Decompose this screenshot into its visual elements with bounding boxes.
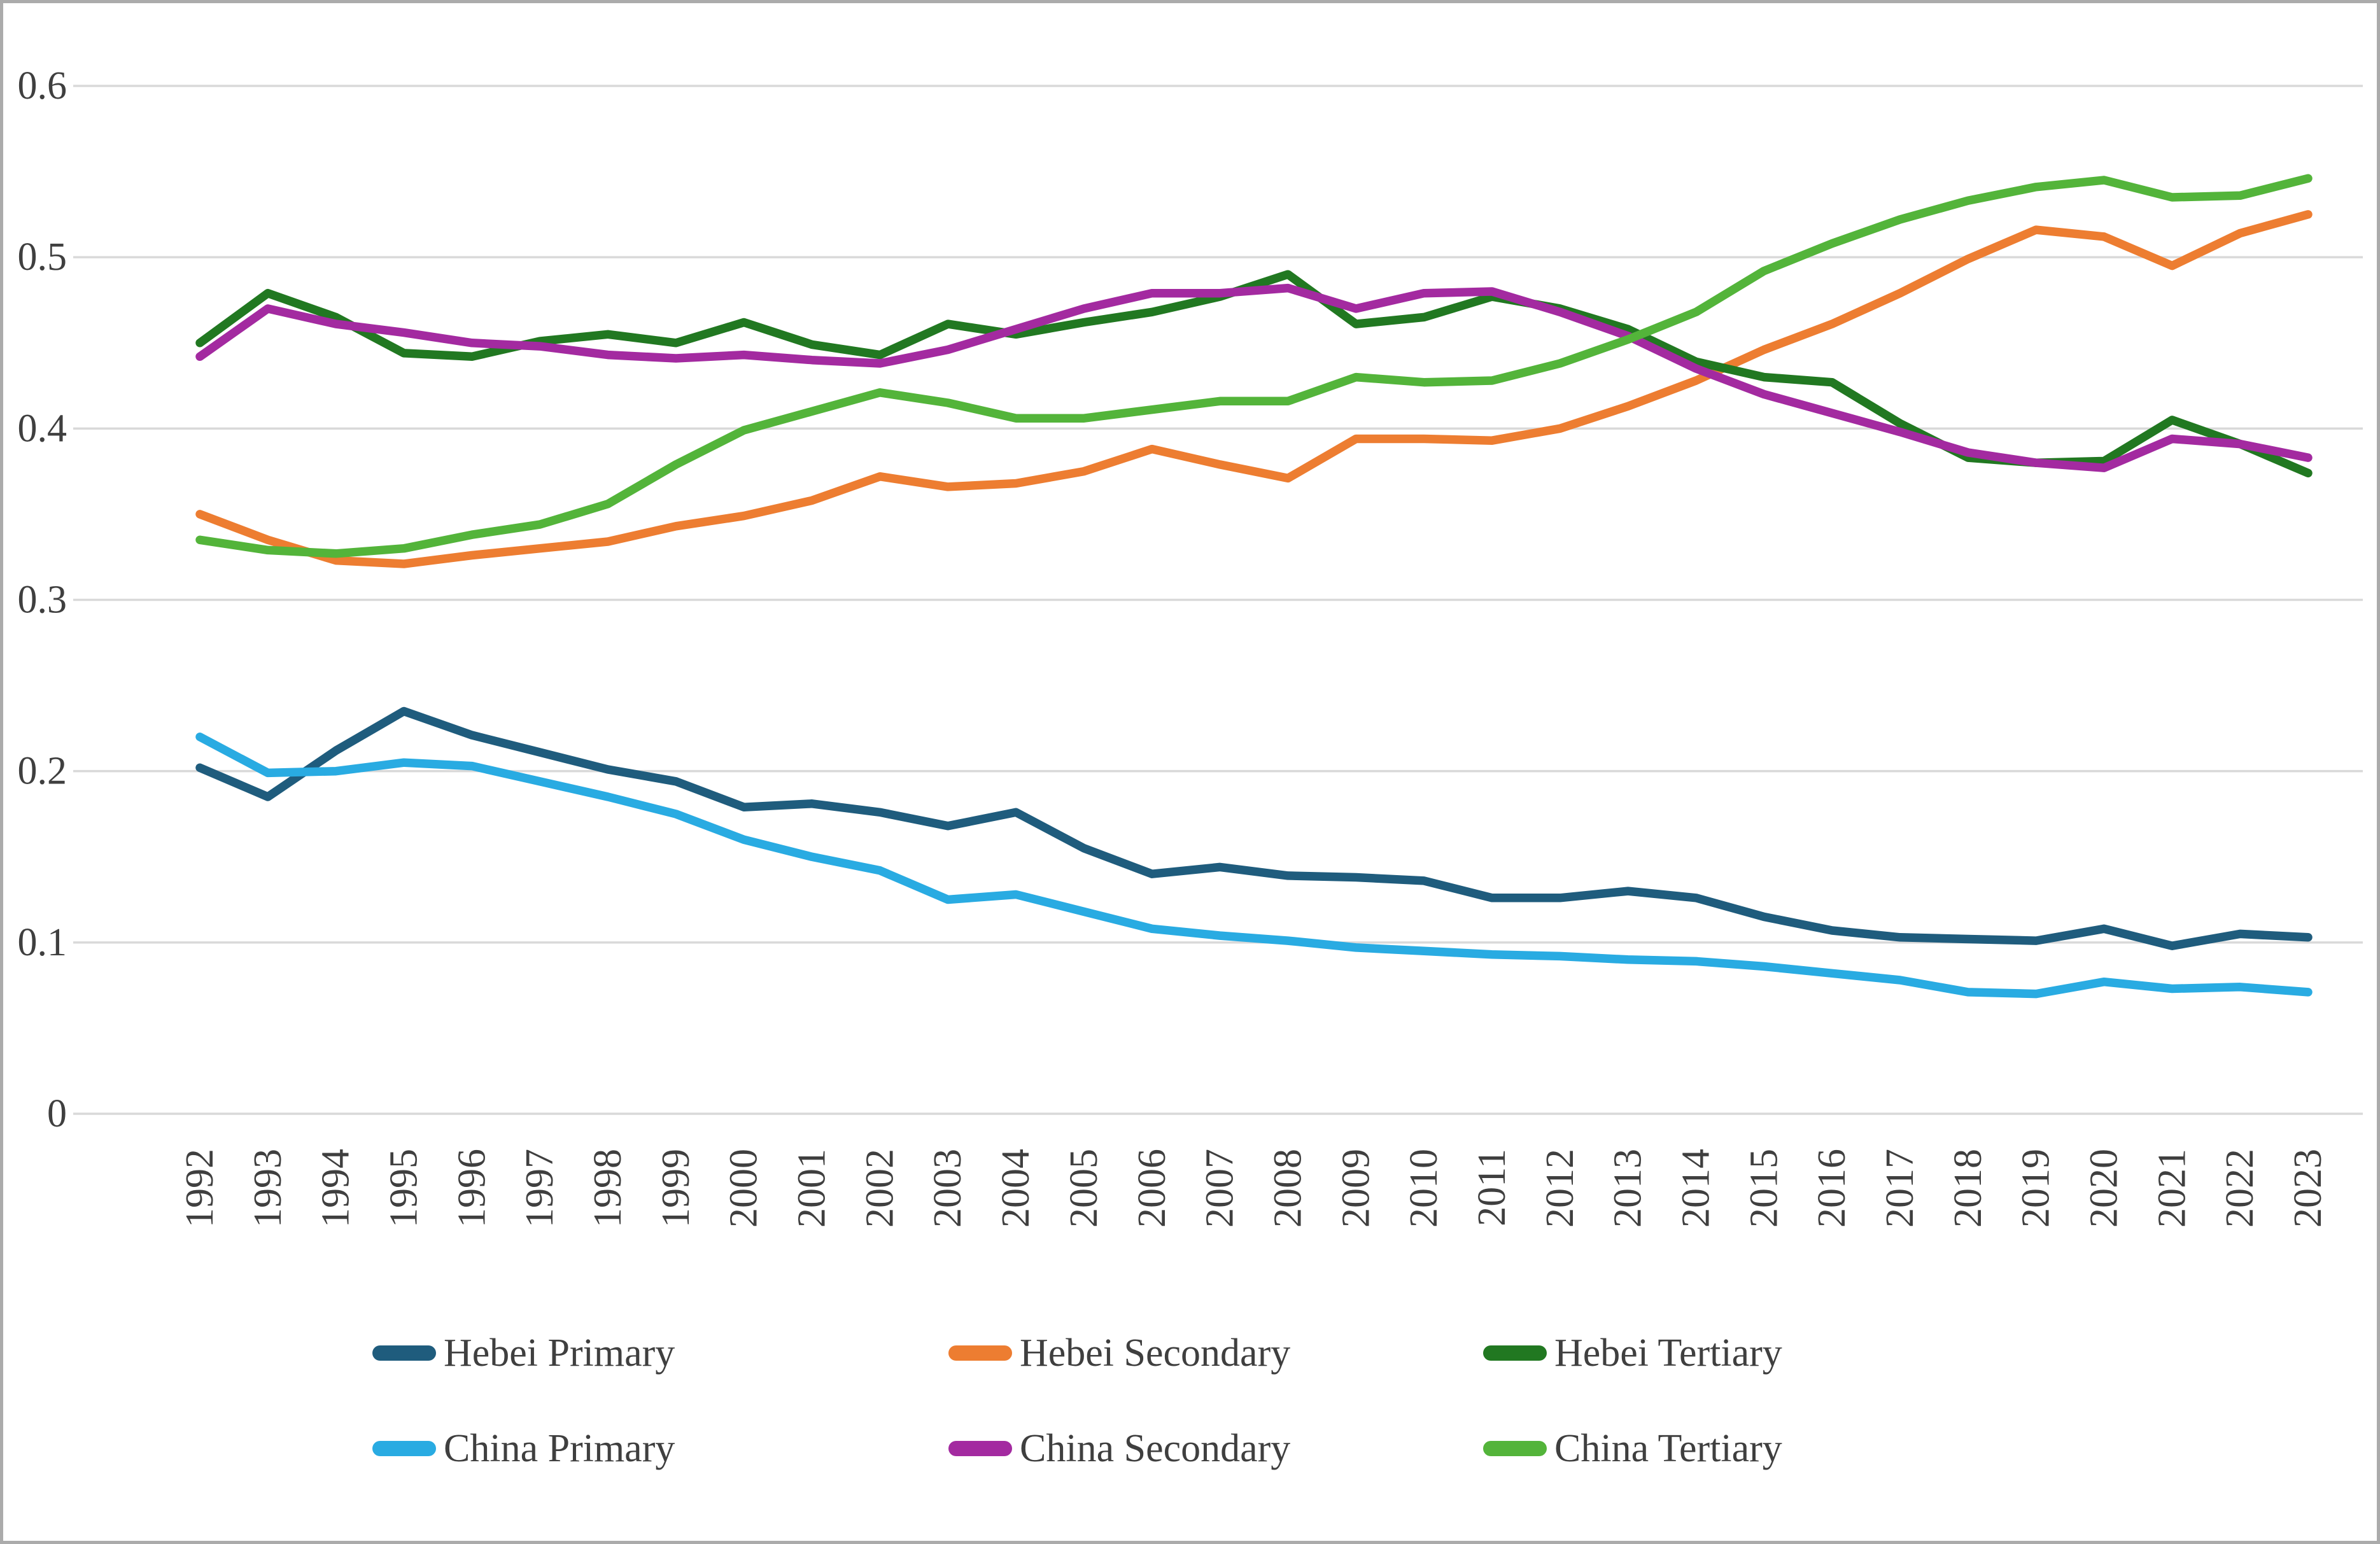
legend-label: Hebei Tertiary (1554, 1331, 1782, 1375)
legend-swatch-icon (1483, 1345, 1547, 1361)
series-line-hebei-secondary (195, 210, 2313, 568)
x-tick-label-year: 1996 (450, 1149, 493, 1228)
series-line-hebei-tertiary (195, 270, 2313, 478)
legend-label: Hebei Secondary (1020, 1331, 1290, 1375)
x-tick-label-year: 2007 (1199, 1149, 1242, 1228)
legend-item-hebei-tertiary: Hebei Tertiary (1483, 1331, 1782, 1375)
y-tick-label: 0.6 (18, 64, 67, 108)
legend-swatch-icon (372, 1441, 436, 1456)
x-tick-label-year: 2021 (2150, 1149, 2193, 1228)
y-tick-label: 0.1 (18, 921, 67, 964)
x-tick-label-year: 2005 (1062, 1149, 1106, 1228)
x-tick-label-year: 1992 (178, 1149, 222, 1228)
sector-share-line-chart: 0 0.1 0.2 0.3 0.4 0.5 0.6 1992 1993 1994 1995 1996… (18, 64, 2363, 1470)
x-tick-label-year: 1995 (383, 1149, 426, 1228)
x-tick-label-year: 2022 (2218, 1149, 2262, 1228)
y-tick-label: 0.4 (18, 407, 67, 450)
legend-label: China Primary (444, 1427, 675, 1470)
y-tick-label: 0.5 (18, 235, 67, 279)
legend-label: China Tertiary (1554, 1427, 1782, 1470)
x-tick-label-year: 2023 (2286, 1149, 2330, 1228)
legend-item-hebei-secondary: Hebei Secondary (948, 1331, 1290, 1375)
legend-item-china-secondary: China Secondary (948, 1427, 1290, 1470)
legend-item-china-primary: China Primary (372, 1427, 675, 1470)
x-tick-label-year: 2006 (1130, 1149, 1174, 1228)
chart-legend: Hebei Primary Hebei Secondary Hebei Tertia… (372, 1331, 1782, 1470)
legend-item-hebei-primary: Hebei Primary (372, 1331, 675, 1375)
y-tick-label: 0.2 (18, 750, 67, 793)
y-tick-label: 0 (47, 1092, 67, 1135)
x-tick-label-year: 2004 (994, 1149, 1038, 1228)
x-tick-label-year: 2011 (1470, 1149, 1514, 1226)
x-tick-label-year: 2018 (1947, 1149, 1990, 1228)
x-tick-label-year: 1999 (654, 1149, 698, 1228)
series-line-china-primary (195, 733, 2313, 999)
y-tick-label: 0.3 (18, 579, 67, 622)
x-tick-label-year: 2016 (1810, 1149, 1854, 1228)
legend-swatch-icon (1483, 1441, 1547, 1456)
x-tick-label-year: 1993 (246, 1149, 290, 1228)
legend-swatch-icon (372, 1345, 436, 1361)
x-axis-year-labels: 1992 1993 1994 1995 1996 1997 1998 1999 2000 2001… (178, 1149, 2330, 1228)
x-tick-label-year: 2009 (1334, 1149, 1377, 1228)
x-tick-label-year: 2010 (1402, 1149, 1446, 1228)
gridlines (73, 85, 2363, 1115)
x-tick-label-year: 2000 (722, 1149, 766, 1228)
x-tick-label-year: 2017 (1878, 1149, 1922, 1228)
x-tick-label-year: 2003 (926, 1149, 969, 1228)
x-tick-label-year: 2019 (2015, 1149, 2058, 1228)
x-tick-label-year: 2012 (1539, 1149, 1582, 1228)
legend-swatch-icon (948, 1345, 1012, 1361)
x-tick-label-year: 2020 (2083, 1149, 2126, 1228)
x-tick-label-year: 2015 (1742, 1149, 1785, 1228)
legend-label: Hebei Primary (444, 1331, 675, 1375)
legend-swatch-icon (948, 1441, 1012, 1456)
series-line-china-secondary (195, 283, 2313, 472)
data-series-lines (195, 174, 2313, 999)
x-tick-label-year: 1994 (314, 1149, 358, 1228)
x-tick-label-year: 2014 (1674, 1149, 1717, 1228)
legend-label: China Secondary (1020, 1427, 1290, 1470)
x-tick-label-year: 2013 (1607, 1149, 1650, 1228)
y-axis-tick-labels: 0 0.1 0.2 0.3 0.4 0.5 0.6 (18, 64, 67, 1135)
x-tick-label-year: 1998 (586, 1149, 630, 1228)
series-line-china-tertiary (195, 174, 2313, 558)
x-tick-label-year: 2002 (858, 1149, 901, 1228)
series-line-hebei-primary (195, 706, 2313, 950)
x-tick-label-year: 2008 (1266, 1149, 1309, 1228)
x-tick-label-year: 1997 (518, 1149, 561, 1228)
x-tick-label-year: 2001 (791, 1149, 834, 1228)
legend-item-china-tertiary: China Tertiary (1483, 1427, 1782, 1470)
